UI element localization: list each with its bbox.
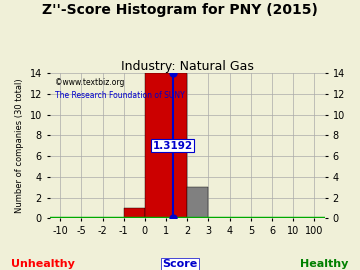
Title: Industry: Natural Gas: Industry: Natural Gas (121, 60, 254, 73)
Text: Score: Score (162, 259, 198, 269)
Y-axis label: Number of companies (30 total): Number of companies (30 total) (15, 79, 24, 213)
Text: The Research Foundation of SUNY: The Research Foundation of SUNY (55, 91, 185, 100)
Bar (145, 73, 187, 218)
Text: Healthy: Healthy (300, 259, 348, 269)
Text: ©www.textbiz.org: ©www.textbiz.org (55, 77, 125, 87)
Text: Unhealthy: Unhealthy (11, 259, 75, 269)
Text: Z''-Score Histogram for PNY (2015): Z''-Score Histogram for PNY (2015) (42, 3, 318, 17)
Bar (124, 208, 145, 218)
Text: 1.3192: 1.3192 (153, 141, 193, 151)
Bar (187, 187, 208, 218)
